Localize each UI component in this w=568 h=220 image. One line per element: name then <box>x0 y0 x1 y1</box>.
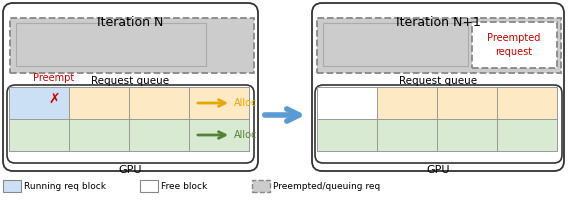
FancyBboxPatch shape <box>315 85 562 163</box>
Bar <box>317 87 377 119</box>
Bar <box>140 180 158 192</box>
Bar <box>437 87 497 119</box>
Bar <box>497 119 557 151</box>
Bar <box>472 22 557 68</box>
Text: Request queue: Request queue <box>91 76 170 86</box>
Bar <box>129 119 189 151</box>
FancyBboxPatch shape <box>312 3 564 171</box>
Text: Free block: Free block <box>161 182 207 191</box>
Text: ✗: ✗ <box>48 92 60 106</box>
Text: Iteration N+1: Iteration N+1 <box>395 16 481 29</box>
Bar <box>437 119 497 151</box>
Text: GPU: GPU <box>119 165 142 175</box>
Bar <box>9 87 69 119</box>
Text: Request queue: Request queue <box>399 76 477 86</box>
Text: Preempt: Preempt <box>34 73 74 83</box>
Bar <box>252 180 270 192</box>
Text: Alloc: Alloc <box>234 98 257 108</box>
Text: GPU: GPU <box>426 165 450 175</box>
Bar <box>377 87 437 119</box>
Text: Preempted
request: Preempted request <box>487 33 541 57</box>
Bar <box>16 23 206 66</box>
FancyBboxPatch shape <box>3 3 258 171</box>
Bar <box>10 18 254 73</box>
FancyBboxPatch shape <box>7 85 254 163</box>
Bar <box>9 119 69 151</box>
Bar <box>323 23 468 66</box>
Bar <box>69 119 129 151</box>
Text: Running req block: Running req block <box>24 182 106 191</box>
Bar <box>377 119 437 151</box>
Bar <box>189 119 249 151</box>
Bar <box>497 87 557 119</box>
Bar <box>317 119 377 151</box>
Bar <box>69 87 129 119</box>
Bar <box>317 18 561 73</box>
Bar <box>189 87 249 119</box>
Bar <box>129 87 189 119</box>
Bar <box>3 180 21 192</box>
Text: Preempted/queuing req: Preempted/queuing req <box>273 182 380 191</box>
Text: Alloc: Alloc <box>234 130 257 140</box>
Text: Iteration N: Iteration N <box>97 16 164 29</box>
